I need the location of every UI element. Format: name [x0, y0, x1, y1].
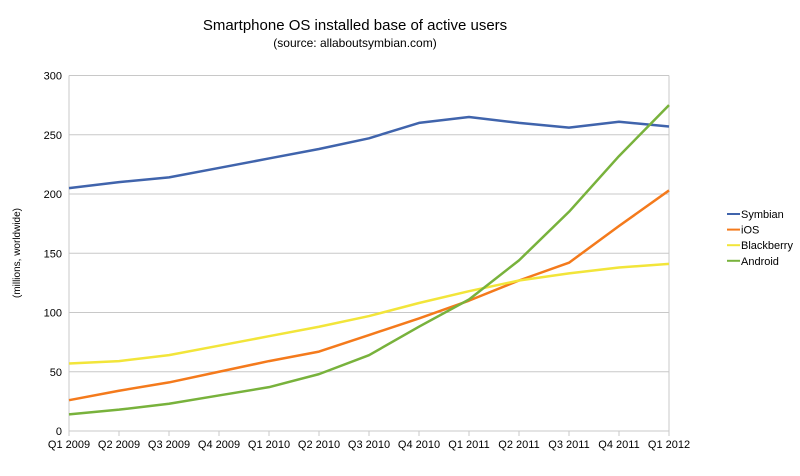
y-tick-label: 200 [44, 189, 62, 201]
chart-subtitle: (source: allaboutsymbian.com) [273, 36, 436, 50]
series-line-blackberry [68, 262, 670, 365]
x-tick-label: Q2 2011 [498, 439, 539, 451]
y-tick-label: 300 [44, 71, 62, 83]
series-line-android [68, 104, 670, 416]
legend-label: iOS [741, 225, 759, 237]
x-tick-label: Q1 2012 [648, 439, 690, 451]
x-tick-label: Q4 2010 [398, 439, 440, 451]
legend-label: Android [741, 256, 779, 268]
x-tick-label: Q3 2010 [348, 439, 390, 451]
legend-label: Blackberry [741, 240, 793, 252]
x-tick-label: Q4 2011 [598, 439, 639, 451]
y-tick-label: 150 [44, 248, 62, 260]
x-tick-label: Q4 2009 [198, 439, 240, 451]
y-axis-label: (millions, worldwide) [12, 208, 23, 298]
x-tick-label: Q1 2010 [248, 439, 290, 451]
y-tick-label: 0 [56, 426, 62, 438]
series-line-ios [68, 189, 670, 402]
x-tick-label: Q2 2009 [98, 439, 140, 451]
y-tick-label: 50 [50, 367, 62, 379]
x-tick-label: Q1 2011 [448, 439, 489, 451]
series-line-symbian [68, 115, 670, 190]
y-tick-label: 100 [44, 308, 62, 320]
x-tick-label: Q2 2010 [298, 439, 340, 451]
legend-label: Symbian [741, 209, 784, 221]
chart-title: Smartphone OS installed base of active u… [203, 17, 507, 34]
x-tick-label: Q3 2009 [148, 439, 190, 451]
x-tick-label: Q3 2011 [548, 439, 589, 451]
x-tick-label: Q1 2009 [48, 439, 90, 451]
y-tick-label: 250 [44, 130, 62, 142]
